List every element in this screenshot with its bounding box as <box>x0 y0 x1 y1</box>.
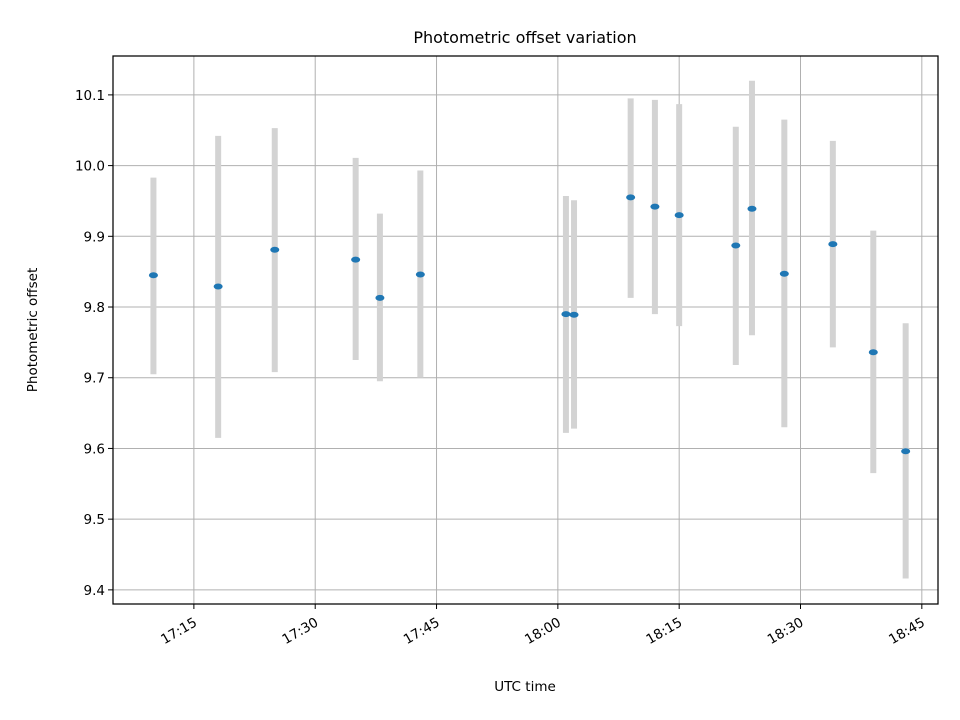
data-point <box>270 246 280 253</box>
y-tick-label: 9.9 <box>84 229 105 245</box>
data-point <box>351 256 361 263</box>
data-point <box>415 271 425 278</box>
data-point <box>901 448 911 455</box>
y-tick-label: 10.0 <box>75 159 105 175</box>
data-point <box>674 212 684 219</box>
y-tick-label: 9.8 <box>84 300 105 316</box>
data-point <box>569 311 579 318</box>
data-point <box>561 311 571 318</box>
data-point <box>868 349 878 356</box>
y-axis-label: Photometric offset <box>25 268 41 392</box>
data-point <box>650 203 660 210</box>
x-axis-label: UTC time <box>494 679 556 695</box>
chart-title: Photometric offset variation <box>413 28 636 47</box>
data-point <box>747 205 757 212</box>
y-tick-label: 10.1 <box>75 88 105 104</box>
grid <box>113 56 938 604</box>
y-tick-label: 9.6 <box>84 441 105 457</box>
plot-area-frame <box>112 55 939 605</box>
y-tick-label: 9.5 <box>84 512 105 528</box>
data-point <box>731 242 741 249</box>
data-point <box>626 194 636 201</box>
data-point <box>375 294 385 301</box>
y-axis: 9.4 9.5 9.6 9.7 9.8 9.9 10.0 10.1 <box>75 88 113 599</box>
data-point <box>828 241 838 248</box>
y-tick-label: 9.7 <box>84 371 105 387</box>
y-tick-label: 9.4 <box>84 583 105 599</box>
data-points <box>148 194 911 455</box>
data-point <box>213 283 223 290</box>
data-point <box>779 270 789 277</box>
data-point <box>148 272 158 279</box>
